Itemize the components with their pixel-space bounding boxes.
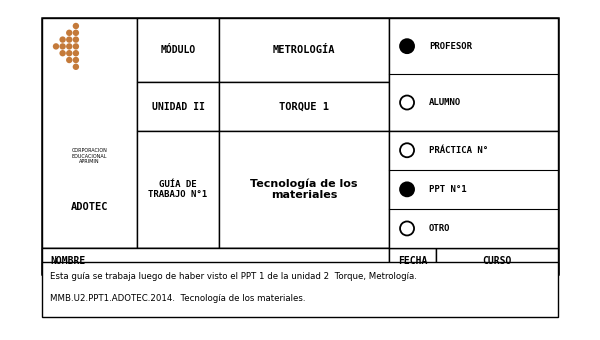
Bar bbox=[137, 18, 219, 82]
Text: UNIDAD II: UNIDAD II bbox=[152, 102, 205, 112]
Text: CURSO: CURSO bbox=[482, 256, 512, 266]
Circle shape bbox=[400, 182, 414, 197]
Text: MMB.U2.PPT1.ADOTEC.2014.  Tecnología de los materiales.: MMB.U2.PPT1.ADOTEC.2014. Tecnología de l… bbox=[50, 294, 305, 303]
Text: ADOTEC: ADOTEC bbox=[71, 202, 108, 211]
Circle shape bbox=[66, 36, 73, 43]
Circle shape bbox=[73, 43, 79, 50]
Circle shape bbox=[59, 50, 66, 56]
Text: METROLOGÍA: METROLOGÍA bbox=[273, 45, 335, 55]
Circle shape bbox=[400, 221, 414, 235]
Bar bbox=[436, 248, 558, 274]
Circle shape bbox=[66, 43, 73, 50]
Circle shape bbox=[73, 57, 79, 63]
Circle shape bbox=[400, 143, 414, 157]
Circle shape bbox=[53, 43, 59, 50]
Circle shape bbox=[66, 30, 73, 36]
Text: Tecnología de los
materiales: Tecnología de los materiales bbox=[250, 178, 358, 200]
Text: TORQUE 1: TORQUE 1 bbox=[279, 102, 329, 112]
Bar bbox=[42, 248, 558, 274]
Bar bbox=[137, 131, 219, 248]
Bar bbox=[137, 82, 219, 131]
Circle shape bbox=[73, 30, 79, 36]
Bar bbox=[219, 82, 389, 131]
Circle shape bbox=[66, 50, 73, 56]
Text: MÓDULO: MÓDULO bbox=[160, 45, 196, 55]
Circle shape bbox=[66, 57, 73, 63]
Text: PROFESOR: PROFESOR bbox=[429, 42, 472, 51]
Circle shape bbox=[59, 36, 66, 43]
Bar bbox=[389, 18, 558, 131]
Text: GUÍA DE
TRABAJO N°1: GUÍA DE TRABAJO N°1 bbox=[148, 180, 208, 199]
Circle shape bbox=[400, 96, 414, 109]
Circle shape bbox=[73, 36, 79, 43]
Text: CORPORACION
EDUCACIONAL
APRIMIN: CORPORACION EDUCACIONAL APRIMIN bbox=[71, 148, 107, 164]
Text: PRÁCTICA N°: PRÁCTICA N° bbox=[429, 146, 488, 155]
Bar bbox=[389, 131, 558, 248]
Circle shape bbox=[73, 50, 79, 56]
Circle shape bbox=[400, 39, 414, 53]
Text: ALUMNO: ALUMNO bbox=[429, 98, 461, 107]
Circle shape bbox=[59, 43, 66, 50]
Bar bbox=[42, 18, 137, 248]
Text: OTRO: OTRO bbox=[429, 224, 451, 233]
Bar bbox=[42, 248, 389, 274]
Circle shape bbox=[73, 64, 79, 70]
Bar bbox=[389, 248, 436, 274]
Bar bbox=[219, 18, 389, 82]
Text: Esta guía se trabaja luego de haber visto el PPT 1 de la unidad 2  Torque, Metro: Esta guía se trabaja luego de haber vist… bbox=[50, 272, 417, 281]
Text: FECHA: FECHA bbox=[398, 256, 427, 266]
Text: PPT N°1: PPT N°1 bbox=[429, 185, 467, 194]
Circle shape bbox=[73, 23, 79, 29]
Bar bbox=[42, 262, 558, 317]
Bar bbox=[42, 18, 558, 274]
Bar bbox=[219, 131, 389, 248]
Text: NOMBRE: NOMBRE bbox=[50, 256, 85, 266]
